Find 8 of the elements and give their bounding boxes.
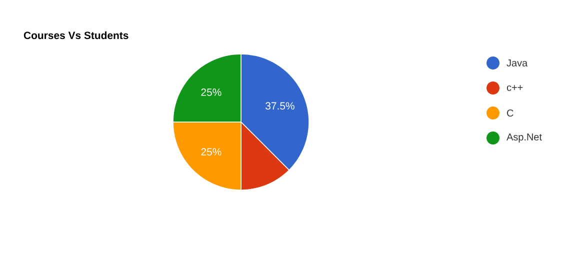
legend-label: Asp.Net xyxy=(506,134,542,142)
data-label: 25% xyxy=(201,88,222,96)
legend-label: c++ xyxy=(506,85,523,91)
legend-label: C xyxy=(507,109,514,117)
data-label: 25% xyxy=(201,148,222,156)
text: Courses Vs Students xyxy=(24,31,128,40)
legend-label: Java xyxy=(506,60,528,66)
data-label: 37.5% xyxy=(266,102,294,110)
